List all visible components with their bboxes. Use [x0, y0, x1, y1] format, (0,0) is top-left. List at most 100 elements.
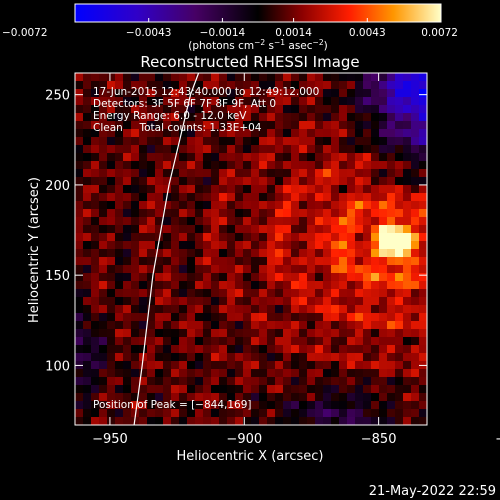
heatmap-cell [339, 257, 348, 266]
heatmap-cell [291, 353, 300, 362]
heatmap-cell [91, 193, 100, 202]
heatmap-cell [299, 313, 308, 322]
heatmap-cell [139, 329, 148, 338]
heatmap-cell [275, 297, 284, 306]
heatmap-cell [355, 321, 364, 330]
heatmap-cell [75, 297, 84, 306]
heatmap-cell [291, 321, 300, 330]
heatmap-cell [251, 193, 260, 202]
heatmap-cell [131, 185, 140, 194]
heatmap-cell [163, 345, 172, 354]
heatmap-cell [123, 361, 132, 370]
heatmap-cell [91, 81, 100, 90]
heatmap-cell [91, 369, 100, 378]
heatmap-cell [355, 409, 364, 418]
heatmap-cell [163, 249, 172, 258]
heatmap-cell [107, 201, 116, 210]
heatmap-cell [91, 105, 100, 114]
heatmap-cell [107, 305, 116, 314]
heatmap-cell [403, 265, 412, 274]
heatmap-cell [267, 209, 276, 218]
heatmap-cell [107, 153, 116, 162]
heatmap-cell [315, 345, 324, 354]
heatmap-cell [243, 289, 252, 298]
heatmap-cell [163, 153, 172, 162]
heatmap-cell [83, 153, 92, 162]
heatmap-cell [323, 321, 332, 330]
heatmap-cell [315, 313, 324, 322]
heatmap-cell [131, 193, 140, 202]
heatmap-cell [251, 385, 260, 394]
heatmap-cell [323, 377, 332, 386]
heatmap-cell [107, 369, 116, 378]
heatmap-cell [83, 145, 92, 154]
heatmap-cell [179, 265, 188, 274]
heatmap-cell [355, 161, 364, 170]
heatmap-cell [179, 401, 188, 410]
heatmap-cell [195, 201, 204, 210]
heatmap-cell [283, 137, 292, 146]
heatmap-cell [187, 129, 196, 138]
heatmap-cell [83, 113, 92, 122]
heatmap-cell [243, 321, 252, 330]
heatmap-cell [355, 289, 364, 298]
heatmap-cell [259, 289, 268, 298]
heatmap-cell [411, 289, 420, 298]
heatmap-cell [347, 153, 356, 162]
heatmap-cell [123, 121, 132, 130]
heatmap-cell [339, 401, 348, 410]
heatmap-cell [227, 321, 236, 330]
heatmap-cell [187, 121, 196, 130]
heatmap-cell [131, 321, 140, 330]
heatmap-cell [187, 193, 196, 202]
heatmap-cell [139, 257, 148, 266]
heatmap-cell [411, 281, 420, 290]
heatmap-cell [307, 265, 316, 274]
heatmap-cell [115, 337, 124, 346]
heatmap-cell [259, 265, 268, 274]
heatmap-cell [99, 385, 108, 394]
y-tick-label: 250 [45, 89, 70, 104]
heatmap-cell [91, 153, 100, 162]
heatmap-cell [251, 345, 260, 354]
heatmap-cell [227, 113, 236, 122]
heatmap-cell [299, 97, 308, 106]
heatmap-cell [139, 393, 148, 402]
heatmap-cell [323, 345, 332, 354]
heatmap-cell [355, 417, 364, 426]
heatmap-cell [179, 417, 188, 426]
heatmap-cell [195, 89, 204, 98]
heatmap-cell [123, 345, 132, 354]
heatmap-cell [187, 305, 196, 314]
heatmap-cell [395, 409, 404, 418]
heatmap-cell [275, 409, 284, 418]
heatmap-cell [123, 201, 132, 210]
heatmap-cell [283, 241, 292, 250]
heatmap-cell [315, 217, 324, 226]
heatmap-cell [307, 409, 316, 418]
heatmap-cell [147, 337, 156, 346]
heatmap-cell [307, 153, 316, 162]
heatmap-cell [299, 137, 308, 146]
heatmap-cell [387, 169, 396, 178]
x-tick-label: −800 [495, 432, 500, 447]
heatmap-cell [155, 385, 164, 394]
heatmap-cell [355, 281, 364, 290]
heatmap-cell [331, 113, 340, 122]
heatmap-cell [395, 313, 404, 322]
heatmap-cell [227, 353, 236, 362]
heatmap-cell [291, 241, 300, 250]
heatmap-cell [219, 273, 228, 282]
heatmap-cell [171, 257, 180, 266]
heatmap-cell [243, 337, 252, 346]
heatmap-cell [259, 257, 268, 266]
heatmap-cell [411, 185, 420, 194]
heatmap-cell [195, 385, 204, 394]
heatmap-cell [219, 321, 228, 330]
heatmap-cell [83, 161, 92, 170]
heatmap-cell [107, 313, 116, 322]
heatmap-cell [291, 409, 300, 418]
heatmap-cell [83, 273, 92, 282]
heatmap-cell [291, 169, 300, 178]
heatmap-cell [315, 129, 324, 138]
